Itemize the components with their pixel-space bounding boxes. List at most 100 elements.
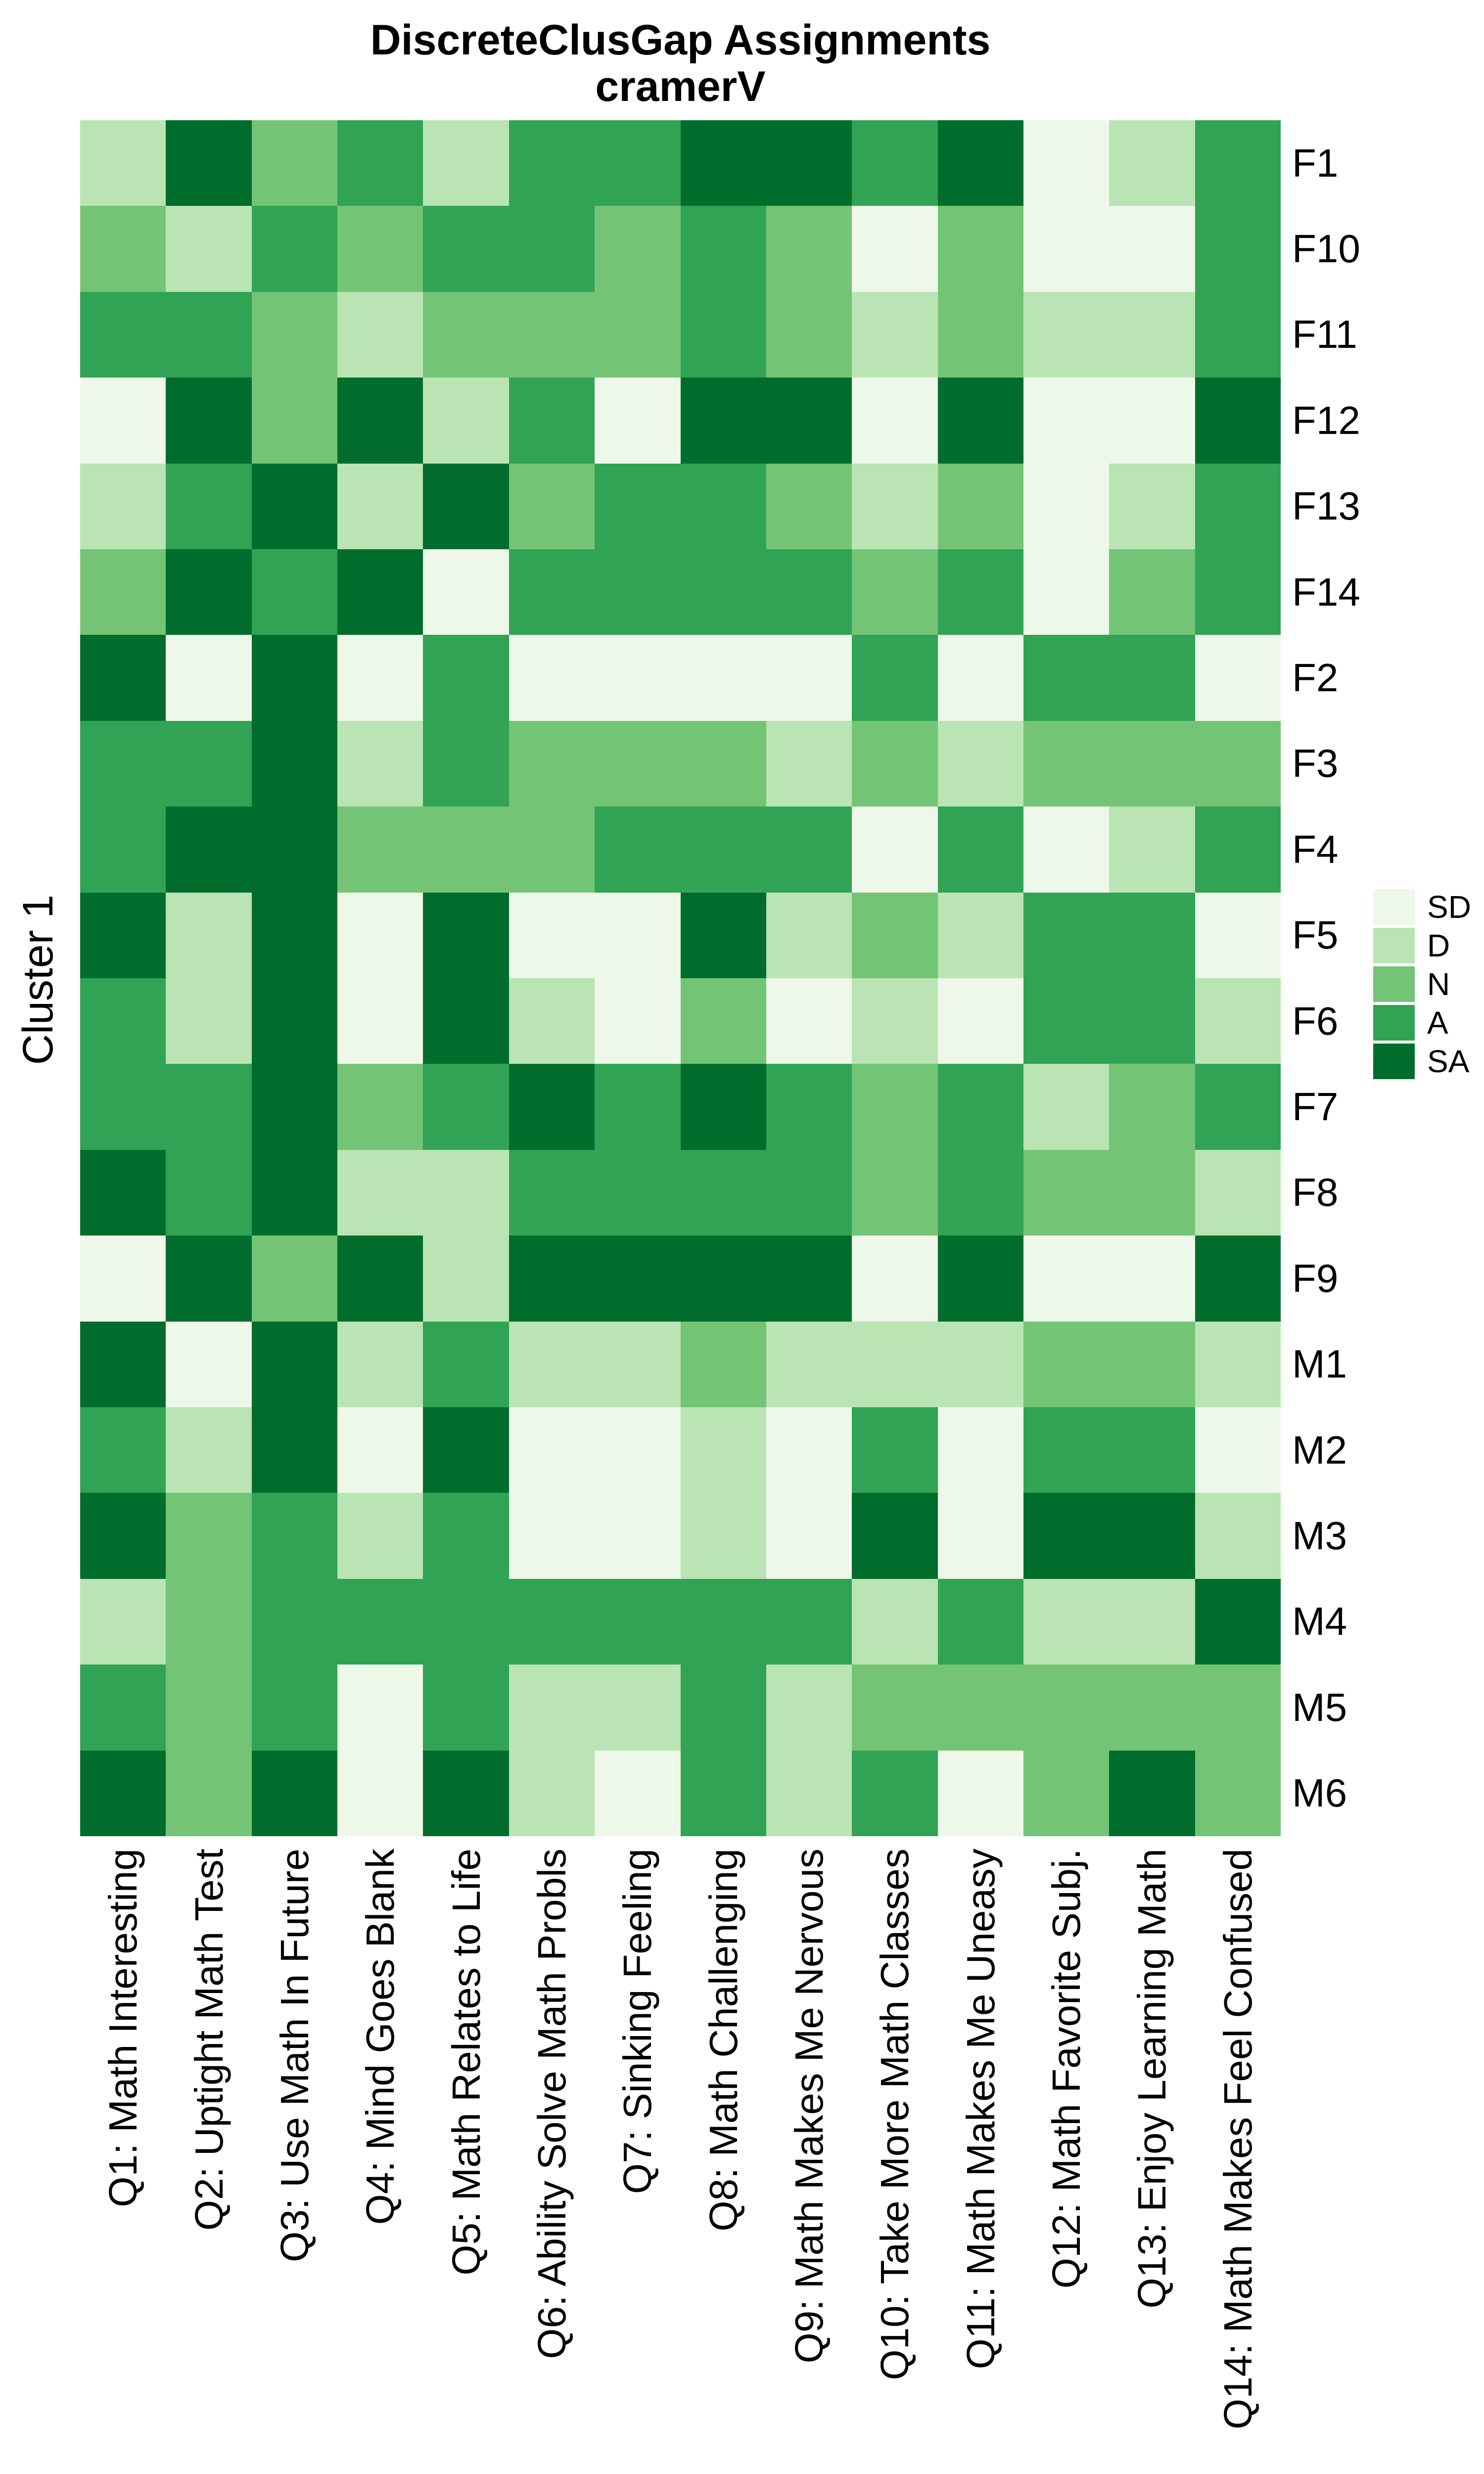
row-label: F9 — [1292, 1256, 1339, 1300]
chart-title: DiscreteClusGap Assignments cramerV — [80, 17, 1281, 110]
heatmap-cell — [1109, 720, 1195, 807]
heatmap-cell — [337, 1407, 423, 1493]
heatmap-cell — [166, 1064, 252, 1150]
heatmap-cell — [595, 807, 681, 893]
row-label: M6 — [1292, 1771, 1347, 1815]
heatmap-cell — [1023, 1750, 1110, 1836]
heatmap-cell — [1109, 1665, 1195, 1751]
heatmap-cell — [937, 463, 1023, 549]
heatmap-cell — [1109, 206, 1195, 292]
heatmap-cell — [1195, 378, 1281, 464]
heatmap-cell — [1023, 1578, 1110, 1665]
heatmap-cell — [251, 378, 338, 464]
heatmap-cell — [852, 1321, 938, 1407]
column-label-text: Q4: Mind Goes Blank — [358, 1849, 403, 2225]
heatmap-cell — [80, 1493, 166, 1579]
row-label: F6 — [1292, 999, 1339, 1043]
heatmap-cell — [80, 1064, 166, 1150]
heatmap-cell — [1023, 463, 1110, 549]
row-label: F8 — [1292, 1170, 1339, 1215]
heatmap-cell — [423, 635, 509, 721]
heatmap-cell — [1109, 1064, 1195, 1150]
column-label: Q10: Take More Math Classes — [852, 1849, 937, 2474]
column-axis-labels: Q1: Math Interesting Q2: Uptight Math Tes… — [80, 1849, 1281, 2474]
row-label: F3 — [1292, 741, 1339, 786]
heatmap-cell — [595, 1493, 681, 1579]
heatmap-cell — [166, 720, 252, 807]
heatmap-cell — [595, 291, 681, 378]
heatmap-cell — [423, 1064, 509, 1150]
row-label: F1 — [1292, 141, 1339, 185]
heatmap-cell — [1195, 720, 1281, 807]
heatmap-cell — [680, 1665, 766, 1751]
column-label-text: Q14: Math Makes Feel Confused — [1215, 1849, 1260, 2429]
heatmap-cell — [937, 549, 1023, 635]
heatmap-cell — [680, 892, 766, 978]
heatmap-cell — [595, 463, 681, 549]
heatmap-cell — [1109, 1493, 1195, 1579]
heatmap-cell — [509, 1321, 595, 1407]
heatmap-cell — [509, 978, 595, 1064]
heatmap-cell — [423, 206, 509, 292]
column-label: Q5: Math Relates to Life — [423, 1849, 509, 2474]
row-label: F5 — [1292, 913, 1339, 957]
heatmap-cell — [251, 1493, 338, 1579]
legend-entry: SD — [1373, 889, 1471, 925]
heatmap-cell — [251, 720, 338, 807]
heatmap-cell — [1023, 1407, 1110, 1493]
heatmap-cell — [80, 1578, 166, 1665]
heatmap-cell — [251, 892, 338, 978]
heatmap-cell — [1109, 978, 1195, 1064]
heatmap-cell — [852, 463, 938, 549]
heatmap-cell — [80, 378, 166, 464]
heatmap-cell — [509, 1149, 595, 1236]
heatmap-cell — [423, 1236, 509, 1322]
heatmap-cell — [1109, 291, 1195, 378]
heatmap-cell — [166, 549, 252, 635]
heatmap-cell — [80, 549, 166, 635]
heatmap-cell — [1023, 1321, 1110, 1407]
heatmap-cell — [680, 1236, 766, 1322]
heatmap-cell — [595, 1407, 681, 1493]
heatmap-cell — [80, 291, 166, 378]
heatmap-cell — [337, 1493, 423, 1579]
heatmap-cell — [1195, 635, 1281, 721]
heatmap-cell — [766, 1149, 852, 1236]
heatmap-cell — [595, 720, 681, 807]
heatmap-cell — [80, 892, 166, 978]
heatmap-cell — [251, 807, 338, 893]
heatmap-cell — [852, 1236, 938, 1322]
heatmap-cell — [509, 378, 595, 464]
heatmap-cell — [509, 1407, 595, 1493]
legend-entry: N — [1373, 966, 1471, 1002]
heatmap-cell — [1023, 635, 1110, 721]
heatmap-cell — [937, 978, 1023, 1064]
heatmap-cell — [337, 120, 423, 206]
heatmap-cell — [766, 1665, 852, 1751]
heatmap-cell — [680, 720, 766, 807]
heatmap-cell — [937, 1578, 1023, 1665]
heatmap-cell — [1109, 892, 1195, 978]
heatmap-cell — [595, 635, 681, 721]
heatmap-cell — [937, 206, 1023, 292]
heatmap-cell — [595, 206, 681, 292]
heatmap-cell — [166, 635, 252, 721]
heatmap-cell — [766, 120, 852, 206]
row-label: M1 — [1292, 1342, 1347, 1386]
heatmap-cell — [766, 1493, 852, 1579]
heatmap-cell — [337, 1665, 423, 1751]
heatmap-cell — [1023, 206, 1110, 292]
heatmap-cell — [1109, 549, 1195, 635]
row-label: M2 — [1292, 1427, 1347, 1472]
heatmap-cell — [423, 291, 509, 378]
heatmap-cell — [337, 635, 423, 721]
column-label-text: Q5: Math Relates to Life — [444, 1849, 488, 2276]
heatmap-cell — [680, 1578, 766, 1665]
heatmap-cell — [766, 635, 852, 721]
heatmap-cell — [937, 635, 1023, 721]
heatmap-cell — [1023, 120, 1110, 206]
heatmap-cell — [251, 1321, 338, 1407]
legend-swatch — [1373, 1044, 1415, 1079]
heatmap-cell — [595, 978, 681, 1064]
heatmap-cell — [1023, 720, 1110, 807]
